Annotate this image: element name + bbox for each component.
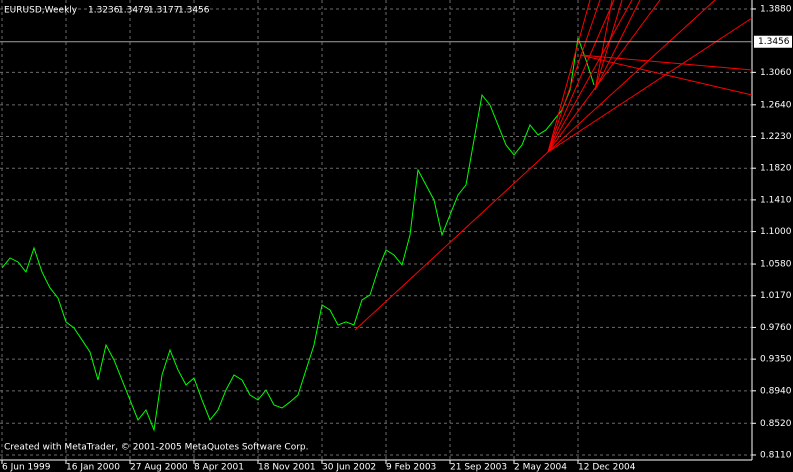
y-tick-label: 1.1000: [760, 227, 792, 237]
price-line: [1, 37, 595, 432]
fan-line: [547, 0, 615, 153]
y-tick-label: 1.0170: [760, 291, 792, 301]
fan-line: [594, 0, 613, 91]
y-tick-label: 0.8940: [760, 386, 792, 396]
y-tick-label: 1.1410: [760, 195, 792, 205]
x-tick-label: 16 Jan 2000: [66, 463, 120, 472]
y-tick-label: 0.9760: [760, 323, 792, 333]
fan-line: [547, 0, 601, 153]
y-tick-label: 1.0580: [760, 260, 792, 270]
fan-line: [354, 151, 549, 331]
ohlc-close: 1.3456: [178, 6, 210, 16]
x-tick-label: 8 Apr 2001: [194, 463, 244, 472]
fan-line: [547, 0, 661, 153]
last-price-box: [754, 35, 792, 48]
fan-line: [547, 0, 591, 153]
footer: Created with MetaTrader, © 2001-2005 Met…: [4, 443, 308, 453]
y-tick-label: 1.3880: [760, 4, 792, 14]
ohlc-low: 1.3177: [148, 6, 180, 16]
x-tick-label: 18 Nov 2001: [258, 463, 316, 472]
y-tick-label: 0.9350: [760, 355, 792, 365]
fan-line: [594, 0, 641, 91]
x-tick-label: 27 Aug 2000: [130, 463, 188, 472]
x-tick-label: 9 Feb 2003: [386, 463, 436, 472]
fan-line: [547, 17, 753, 153]
fan-line: [594, 0, 623, 91]
x-tick-label: 2 May 2004: [514, 463, 567, 472]
y-tick-label: 1.1820: [760, 164, 792, 174]
fan-line: [547, 0, 716, 153]
chart-title: EURUSD,Weekly: [4, 6, 78, 16]
y-tick-label: 0.8110: [760, 450, 792, 460]
y-tick-label: 0.8520: [760, 419, 792, 429]
x-tick-label: 6 Jun 1999: [2, 463, 51, 472]
x-tick-label: 21 Sep 2003: [450, 463, 507, 472]
y-tick-label: 1.2230: [760, 132, 792, 142]
last-price-label: 1.3456: [758, 37, 790, 47]
gann-fan: [354, 0, 753, 331]
x-tick-label: 30 Jun 2002: [322, 463, 376, 472]
y-tick-label: 1.3060: [760, 68, 792, 78]
y-tick-label: 1.2640: [760, 100, 792, 110]
fan-line: [547, 0, 633, 153]
x-tick-label: 12 Dec 2004: [578, 463, 636, 472]
ohlc-open: 1.3236: [88, 6, 120, 16]
ohlc-high: 1.3479: [118, 6, 150, 16]
fan-line: [579, 54, 753, 71]
